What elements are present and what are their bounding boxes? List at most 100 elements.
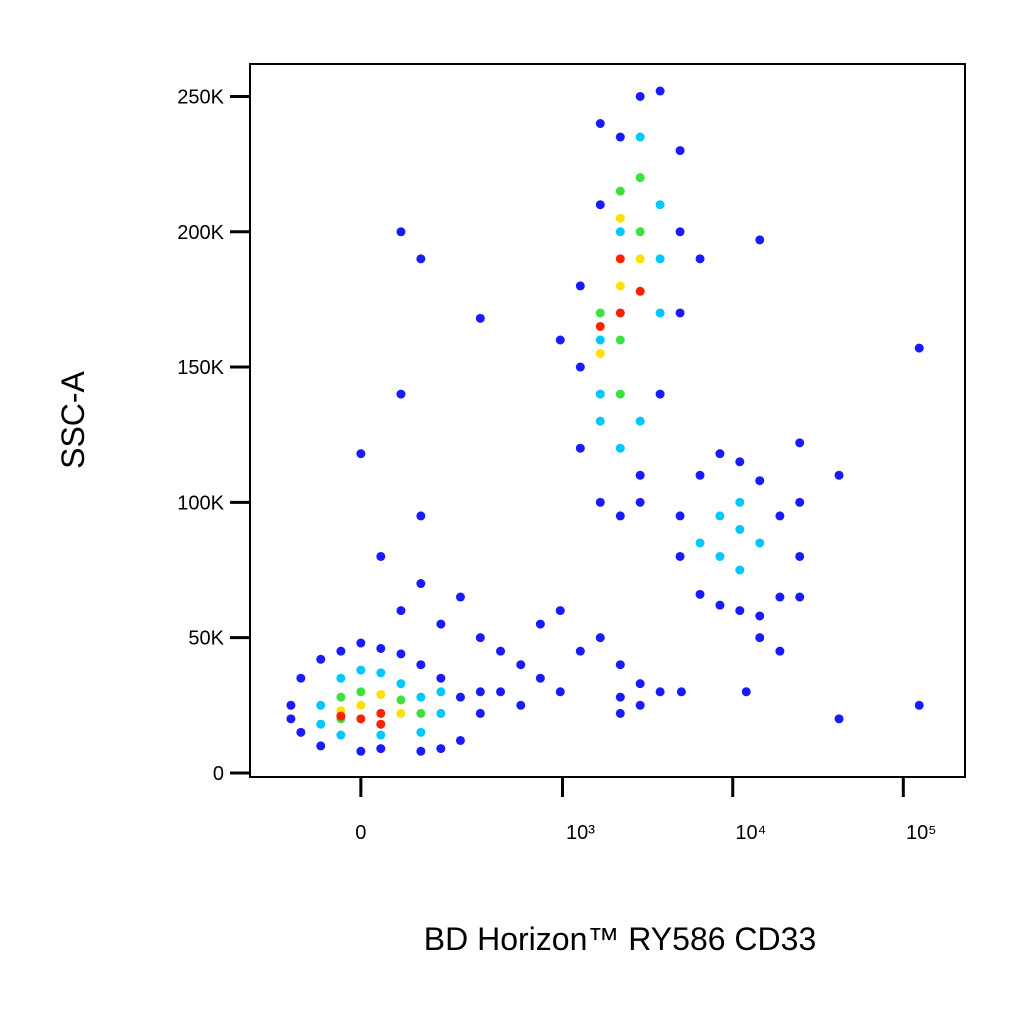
point bbox=[356, 714, 366, 724]
point bbox=[715, 511, 725, 521]
point bbox=[535, 619, 545, 629]
point bbox=[416, 579, 426, 589]
point bbox=[834, 470, 844, 480]
point bbox=[336, 692, 346, 702]
point bbox=[296, 673, 306, 683]
point bbox=[755, 476, 765, 486]
point bbox=[795, 438, 805, 448]
point bbox=[455, 735, 465, 745]
point bbox=[516, 660, 526, 670]
point bbox=[316, 741, 326, 751]
y-tick-label: 200K bbox=[177, 222, 224, 244]
point bbox=[735, 497, 745, 507]
x-tick-label: 10⁵ bbox=[906, 822, 937, 844]
point bbox=[416, 692, 426, 702]
point bbox=[615, 308, 625, 318]
point bbox=[741, 687, 751, 697]
point bbox=[595, 321, 605, 331]
point bbox=[615, 692, 625, 702]
point bbox=[775, 592, 785, 602]
point bbox=[356, 746, 366, 756]
point bbox=[316, 700, 326, 710]
point bbox=[336, 730, 346, 740]
y-tick-label: 150K bbox=[177, 357, 224, 379]
point bbox=[695, 254, 705, 264]
point bbox=[615, 254, 625, 264]
point bbox=[795, 497, 805, 507]
point bbox=[695, 589, 705, 599]
point bbox=[396, 695, 406, 705]
point bbox=[555, 687, 565, 697]
point bbox=[535, 673, 545, 683]
point bbox=[655, 200, 665, 210]
point bbox=[615, 443, 625, 453]
point bbox=[615, 186, 625, 196]
point bbox=[575, 281, 585, 291]
point bbox=[475, 708, 485, 718]
point bbox=[675, 146, 685, 156]
point bbox=[655, 308, 665, 318]
point bbox=[555, 606, 565, 616]
point bbox=[296, 727, 306, 737]
point bbox=[396, 649, 406, 659]
point bbox=[416, 708, 426, 718]
point bbox=[635, 679, 645, 689]
point bbox=[376, 689, 386, 699]
point bbox=[455, 592, 465, 602]
point bbox=[735, 606, 745, 616]
point bbox=[775, 646, 785, 656]
point bbox=[376, 719, 386, 729]
point bbox=[436, 673, 446, 683]
point bbox=[376, 668, 386, 678]
point bbox=[675, 511, 685, 521]
point bbox=[475, 633, 485, 643]
point bbox=[755, 611, 765, 621]
point bbox=[615, 335, 625, 345]
y-tick-label: 50K bbox=[188, 628, 224, 650]
point bbox=[396, 679, 406, 689]
point bbox=[455, 692, 465, 702]
point bbox=[595, 349, 605, 359]
point bbox=[635, 173, 645, 183]
point bbox=[356, 687, 366, 697]
point bbox=[336, 711, 346, 721]
point bbox=[575, 443, 585, 453]
point bbox=[655, 687, 665, 697]
x-axis-title: BD Horizon™ RY586 CD33 bbox=[424, 921, 816, 957]
point bbox=[914, 700, 924, 710]
point bbox=[376, 643, 386, 653]
point bbox=[615, 389, 625, 399]
point bbox=[655, 254, 665, 264]
point bbox=[416, 727, 426, 737]
point bbox=[286, 714, 296, 724]
point bbox=[635, 132, 645, 142]
point bbox=[496, 646, 506, 656]
point bbox=[595, 335, 605, 345]
point bbox=[496, 687, 506, 697]
point bbox=[914, 343, 924, 353]
point bbox=[396, 606, 406, 616]
point bbox=[595, 200, 605, 210]
point bbox=[615, 708, 625, 718]
point bbox=[675, 308, 685, 318]
point bbox=[356, 700, 366, 710]
point bbox=[795, 551, 805, 561]
point bbox=[755, 235, 765, 245]
point bbox=[595, 497, 605, 507]
point bbox=[695, 538, 705, 548]
point bbox=[615, 511, 625, 521]
point bbox=[635, 470, 645, 480]
x-tick-label: 10³ bbox=[566, 822, 595, 844]
point bbox=[655, 86, 665, 96]
point bbox=[356, 638, 366, 648]
point bbox=[356, 449, 366, 459]
point bbox=[555, 335, 565, 345]
point bbox=[475, 313, 485, 323]
y-tick-label: 100K bbox=[177, 492, 224, 514]
point bbox=[715, 551, 725, 561]
point bbox=[376, 551, 386, 561]
point bbox=[615, 213, 625, 223]
point bbox=[675, 551, 685, 561]
point bbox=[655, 389, 665, 399]
